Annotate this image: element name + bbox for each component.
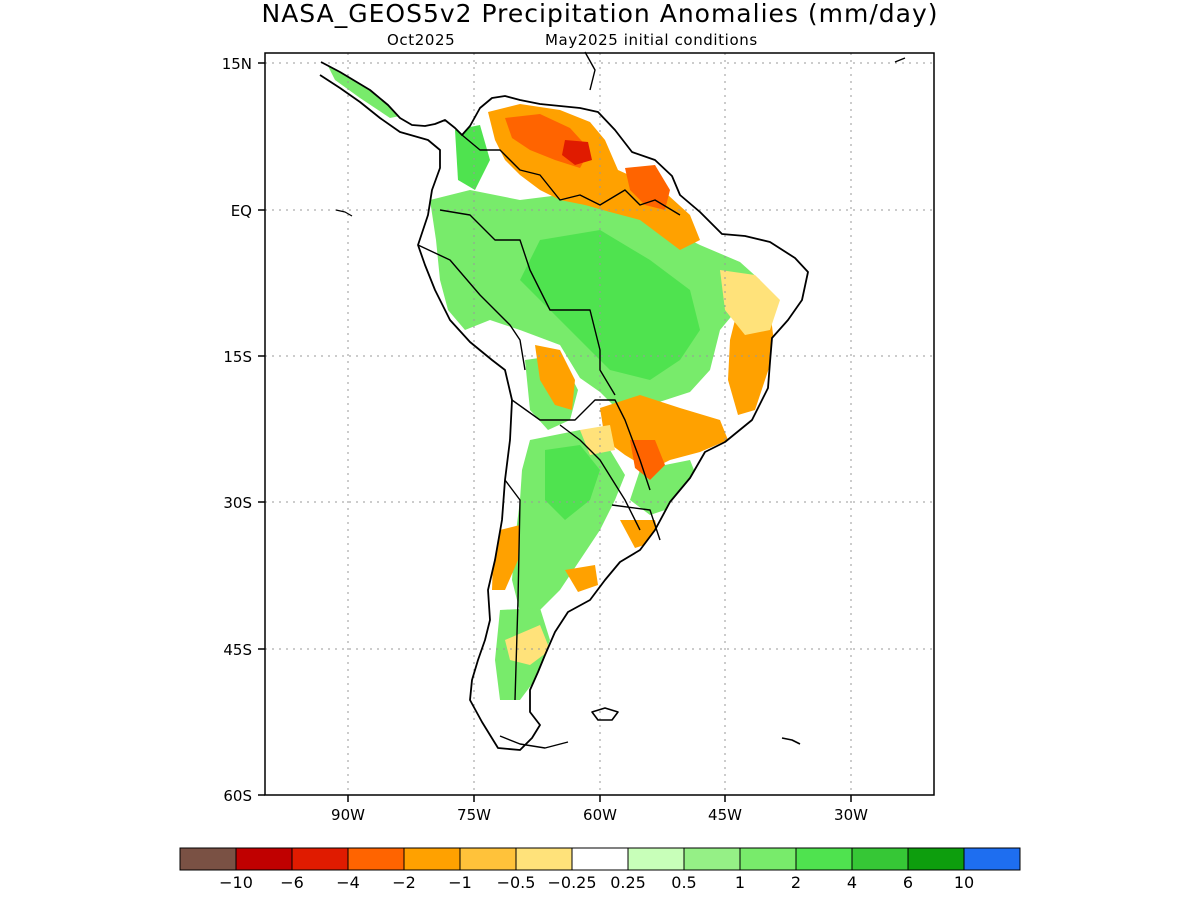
color-bar-swatch	[179, 847, 237, 871]
initial-conditions-label: May2025 initial conditions	[545, 31, 758, 49]
color-bar-label: 0.25	[610, 873, 646, 892]
dry-region-northeast-weak	[720, 270, 780, 335]
dry-region-mato-grosso	[580, 425, 615, 455]
color-bar-label: −0.25	[547, 873, 596, 892]
color-bar-swatch	[907, 847, 965, 871]
color-bar-swatch	[795, 847, 853, 871]
color-bar-swatch	[963, 847, 1021, 871]
south-georgia	[781, 737, 801, 745]
color-bar-label: −1	[448, 873, 472, 892]
wet-region-west-amazon	[437, 205, 480, 280]
lat-label-15n: 15N	[222, 55, 252, 73]
dry-region-south-brazil	[600, 395, 728, 470]
color-bar-swatch	[851, 847, 909, 871]
map-graticule	[265, 53, 934, 795]
falkland-islands	[591, 707, 619, 721]
wet-region-central	[520, 230, 700, 380]
color-bar-label: 10	[954, 873, 974, 892]
color-bar-legend	[179, 847, 1021, 871]
tierra-del-fuego	[499, 735, 569, 749]
color-bar-label: 6	[903, 873, 913, 892]
wet-region-colombia	[455, 125, 490, 190]
lat-label-45s: 45S	[223, 641, 252, 659]
color-bar-swatch	[459, 847, 517, 871]
dry-region-guianas	[625, 165, 670, 210]
color-bar-label: −6	[280, 873, 304, 892]
lat-label-eq: EQ	[231, 202, 252, 220]
south-america-coastline	[319, 61, 809, 751]
caribbean-islands	[584, 51, 906, 91]
lat-label-60s: 60S	[223, 787, 252, 805]
color-bar-label: 2	[791, 873, 801, 892]
color-bar-label: 0.5	[671, 873, 696, 892]
color-bar-label: −2	[392, 873, 416, 892]
galapagos-islands	[335, 209, 353, 217]
color-bar-swatch	[403, 847, 461, 871]
color-bar-label: 4	[847, 873, 857, 892]
dry-region-argentina	[565, 565, 598, 592]
lon-label-90w: 90W	[331, 806, 365, 824]
forecast-month-label: Oct2025	[387, 31, 455, 49]
color-bar-label: −10	[219, 873, 253, 892]
lon-label-30w: 30W	[834, 806, 868, 824]
lon-label-60w: 60W	[583, 806, 617, 824]
color-bar-swatch	[683, 847, 741, 871]
coastlines	[319, 51, 906, 751]
color-bar-swatch	[739, 847, 797, 871]
wet-region-chaco	[545, 445, 600, 520]
lon-label-75w: 75W	[457, 806, 491, 824]
dry-region-bolivia	[535, 345, 575, 410]
color-bar-swatch	[347, 847, 405, 871]
dry-region-parana	[630, 440, 665, 480]
dry-region-venezuela-peak	[562, 140, 592, 165]
color-bar-swatch	[571, 847, 629, 871]
color-bar-label: −0.5	[497, 873, 536, 892]
lat-label-30s: 30S	[223, 494, 252, 512]
lat-label-15s: 15S	[223, 348, 252, 366]
figure-title: NASA_GEOS5v2 Precipitation Anomalies (mm…	[262, 0, 939, 28]
color-bar-swatch	[627, 847, 685, 871]
color-bar-swatch	[235, 847, 293, 871]
latitude-axis: 15N EQ 15S 30S 45S 60S	[222, 55, 265, 805]
longitude-axis: 90W 75W 60W 45W 30W	[331, 795, 868, 824]
color-bar-labels: −10 −6 −4 −2 −1 −0.5 −0.25 0.25 0.5 1 2 4 6 10	[219, 873, 974, 892]
color-bar-swatch	[515, 847, 573, 871]
country-borders	[417, 134, 681, 701]
color-bar-label: −4	[336, 873, 360, 892]
color-bar-swatch	[291, 847, 349, 871]
lon-label-45w: 45W	[708, 806, 742, 824]
color-bar-label: 1	[735, 873, 745, 892]
